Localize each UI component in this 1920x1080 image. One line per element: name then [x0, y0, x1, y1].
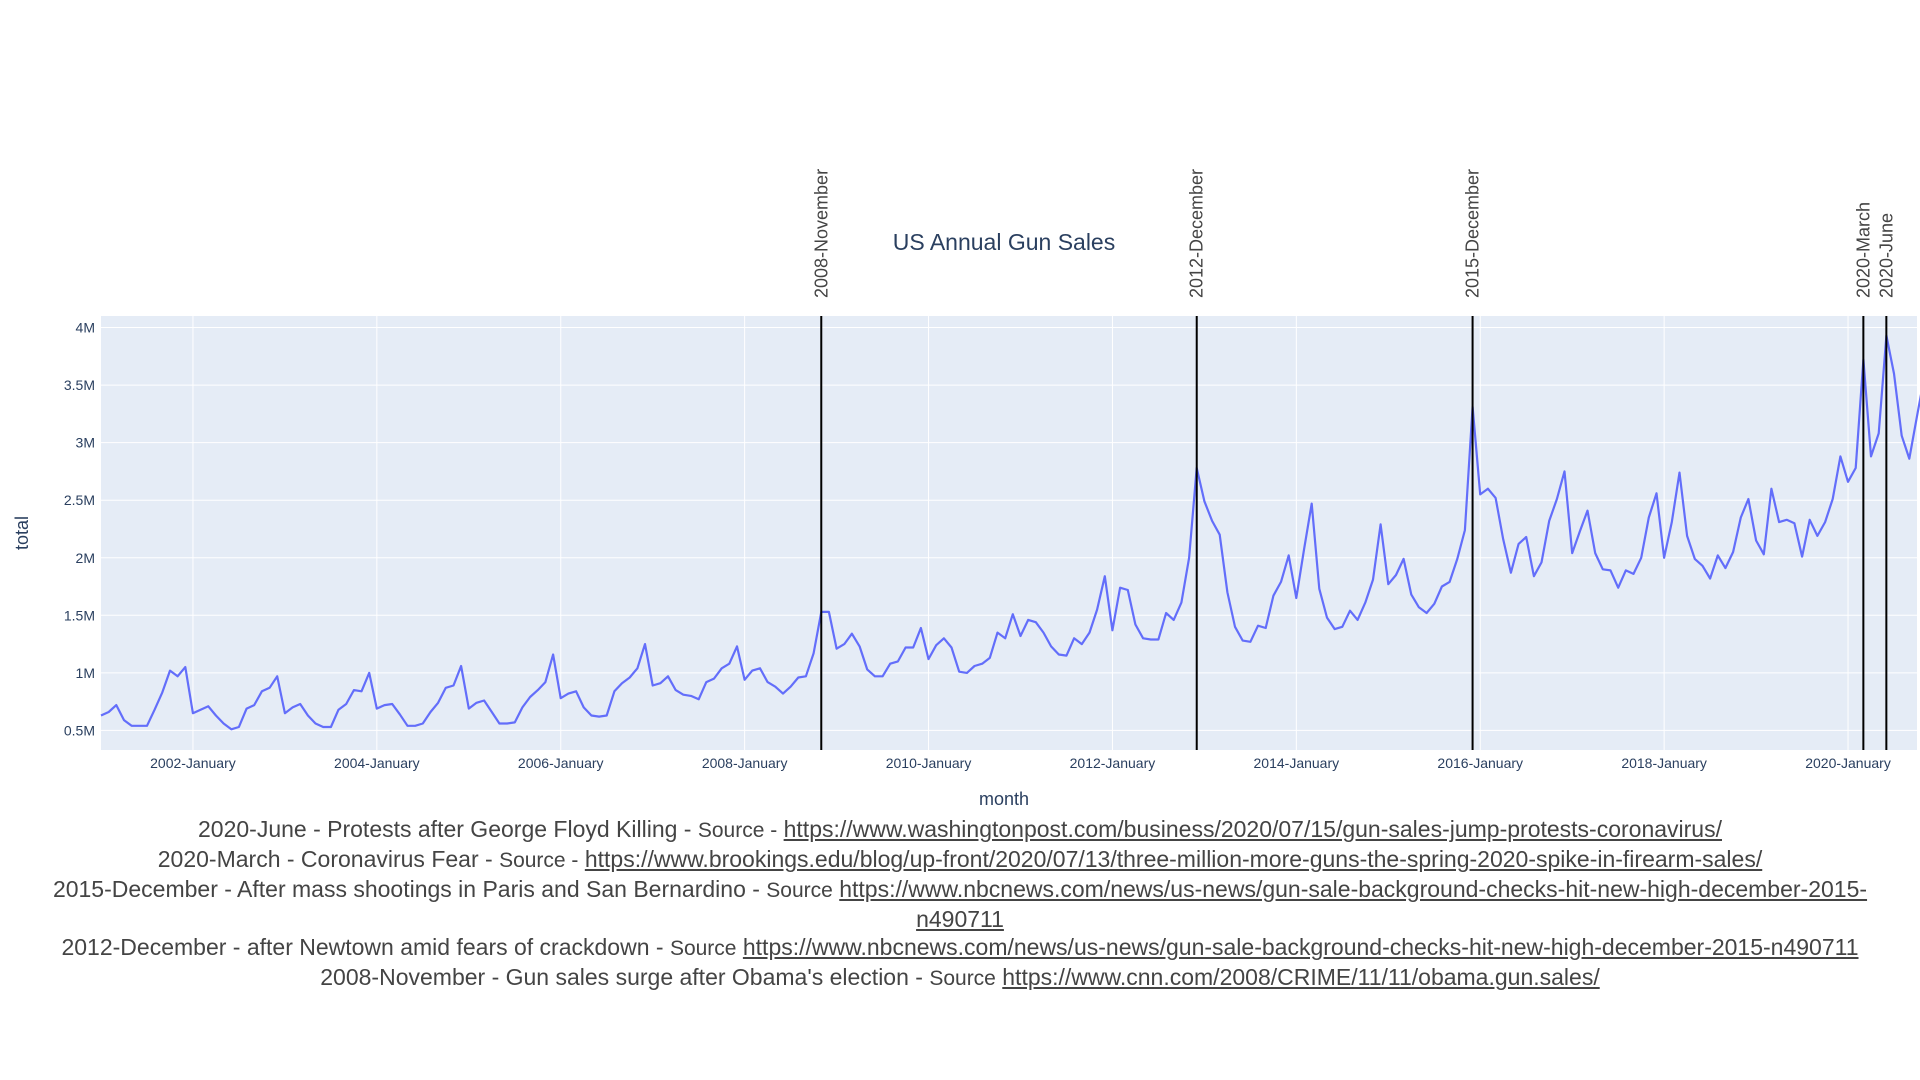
note-text: 2020-March - Coronavirus Fear -: [157, 846, 500, 872]
y-tick-label: 1.5M: [64, 607, 95, 623]
event-markers: 2008-November 2012-December 2015-December 2…: [811, 169, 1896, 750]
note-link[interactable]: https://www.brookings.edu/blog/up-front/…: [584, 846, 1763, 872]
note-link[interactable]: https://www.nbcnews.com/news/us-news/gun…: [742, 934, 1859, 960]
y-tick-label: 4M: [76, 320, 95, 336]
x-tick-label: 2008-January: [702, 755, 788, 771]
series-line: [100, 334, 1920, 731]
x-tick-label: 2002-January: [150, 755, 236, 771]
note-2020-march: 2020-March - Coronavirus Fear - Source -…: [34, 845, 1886, 875]
y-axis-label: total: [12, 516, 32, 550]
grid: [101, 316, 1917, 750]
event-label: 2020-June: [1876, 213, 1896, 298]
x-tick-label: 2006-January: [518, 755, 604, 771]
note-source-label: Source: [766, 879, 833, 902]
note-2008-november: 2008-November - Gun sales surge after Ob…: [34, 963, 1886, 993]
note-2015-december: 2015-December - After mass shootings in …: [34, 875, 1886, 933]
note-source-label: Source -: [499, 849, 579, 872]
x-tick-label: 2016-January: [1437, 755, 1523, 771]
note-text: 2008-November - Gun sales surge after Ob…: [320, 964, 930, 990]
y-tick-label: 3M: [76, 435, 95, 451]
x-tick-label: 2020-January: [1805, 755, 1891, 771]
note-link[interactable]: https://www.cnn.com/2008/CRIME/11/11/oba…: [1002, 964, 1600, 990]
note-source-label: Source: [669, 937, 737, 960]
x-axis-label: month: [979, 789, 1029, 809]
note-text: 2012-December - after Newtown amid fears…: [61, 934, 670, 960]
note-text: 2020-June - Protests after George Floyd …: [198, 816, 698, 842]
note-link[interactable]: https://www.nbcnews.com/news/us-news/gun…: [839, 876, 1868, 932]
y-tick-label: 1M: [76, 665, 95, 681]
plot-area: [101, 316, 1917, 750]
chart: 0.5M 1M 1.5M 2M 2.5M 3M 3.5M 4M 2002-January 2004…: [12, 169, 1920, 809]
x-tick-label: 2010-January: [886, 755, 972, 771]
annotation-notes: 2020-June - Protests after George Floyd …: [0, 815, 1920, 993]
x-tick-label: 2018-January: [1621, 755, 1707, 771]
note-source-label: Source -: [697, 819, 778, 842]
note-text: 2015-December - After mass shootings in …: [52, 876, 767, 902]
note-link[interactable]: https://www.washingtonpost.com/business/…: [783, 816, 1722, 842]
axis-ticks: 0.5M 1M 1.5M 2M 2.5M 3M 3.5M 4M 2002-January 2004…: [64, 320, 1891, 771]
event-label: 2008-November: [811, 169, 831, 298]
y-tick-label: 2.5M: [64, 492, 95, 508]
x-tick-label: 2012-January: [1070, 755, 1156, 771]
chart-title: US Annual Gun Sales: [893, 229, 1115, 255]
note-2012-december: 2012-December - after Newtown amid fears…: [34, 933, 1886, 963]
note-source-label: Source: [929, 967, 996, 990]
y-tick-label: 2M: [76, 550, 95, 566]
event-label: 2020-March: [1853, 202, 1873, 298]
x-tick-label: 2014-January: [1254, 755, 1340, 771]
y-tick-label: 3.5M: [64, 377, 95, 393]
event-label: 2015-December: [1463, 169, 1483, 298]
note-2020-june: 2020-June - Protests after George Floyd …: [34, 815, 1886, 845]
event-label: 2012-December: [1187, 169, 1207, 298]
x-tick-label: 2004-January: [334, 755, 420, 771]
y-tick-label: 0.5M: [64, 722, 95, 738]
